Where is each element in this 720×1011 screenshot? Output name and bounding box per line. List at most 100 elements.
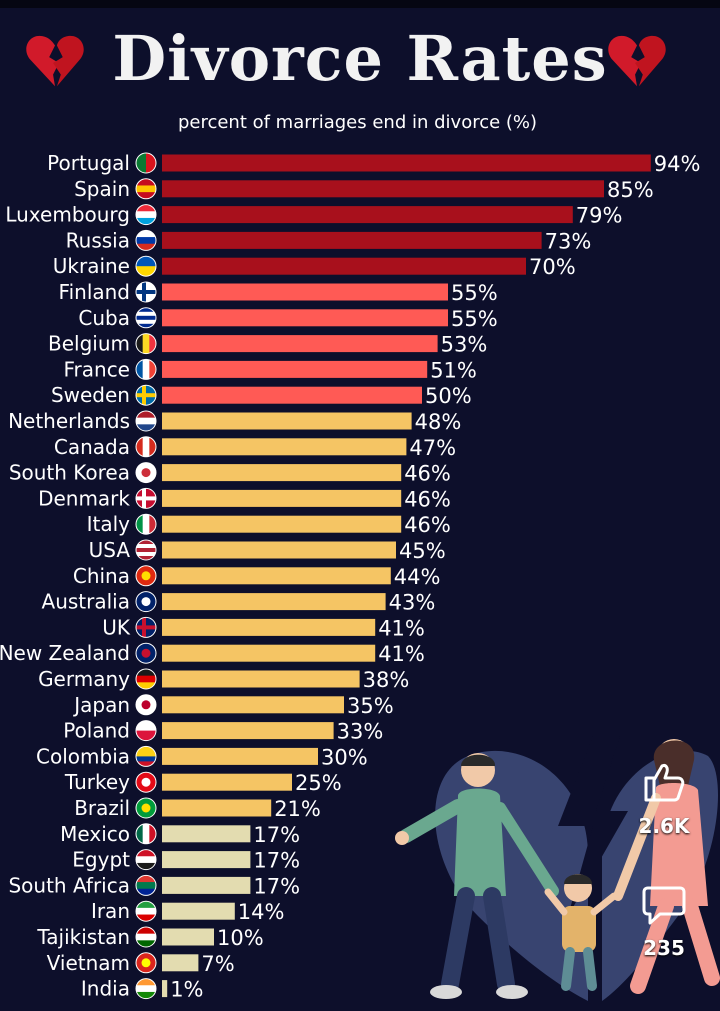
bar-russia (162, 231, 542, 249)
top-strip (0, 0, 720, 8)
category-label-sweden: Sweden (51, 383, 130, 407)
value-label-france: 51% (430, 358, 477, 382)
value-label-germany: 38% (363, 668, 410, 692)
category-label-australia: Australia (42, 590, 130, 614)
thumbs-up-icon (644, 764, 685, 802)
flag-australia-icon (136, 591, 156, 612)
flag-ukraine-icon-border (135, 255, 157, 277)
comment-action[interactable]: 235 (629, 880, 699, 960)
flag-turkey-icon-border (135, 771, 157, 793)
flag-tajikistan-icon (136, 927, 156, 947)
flag-canada-icon (136, 436, 156, 457)
chart-title: Divorce Rates (112, 22, 608, 95)
value-label-japan: 35% (347, 694, 394, 718)
bar-brazil (162, 799, 272, 817)
flag-germany-icon (136, 669, 156, 689)
category-label-spain: Spain (74, 177, 130, 201)
category-label-mexico: Mexico (60, 822, 130, 846)
bar-new-zealand (162, 644, 376, 662)
value-label-new-zealand: 41% (378, 642, 425, 666)
flag-japan-icon (136, 694, 156, 715)
value-label-poland: 33% (337, 720, 384, 744)
value-label-belgium: 53% (441, 333, 488, 357)
category-label-portugal: Portugal (47, 151, 130, 175)
flag-colombia-icon-border (135, 745, 157, 767)
bar-poland (162, 722, 334, 740)
flag-new-zealand-icon (136, 643, 156, 664)
flag-sweden-icon (136, 385, 156, 406)
flag-south-africa-icon-border (135, 874, 157, 896)
flag-south-korea-icon (136, 462, 156, 483)
flag-south-korea-icon-border (135, 462, 157, 484)
category-label-colombia: Colombia (36, 744, 130, 768)
bar-egypt (162, 851, 251, 869)
broken-heart-icon (608, 35, 666, 87)
bar-sweden (162, 386, 422, 404)
flag-china-icon (136, 565, 156, 586)
flag-ukraine-icon (136, 256, 156, 277)
category-label-luxembourg: Luxembourg (5, 203, 130, 227)
flag-belgium-icon (136, 333, 156, 354)
category-label-france: France (63, 357, 130, 381)
bar-portugal (162, 154, 651, 172)
bar-canada (162, 438, 407, 456)
flag-cuba-icon (136, 307, 156, 328)
flag-spain-icon-border (135, 178, 157, 200)
category-label-cuba: Cuba (78, 306, 130, 330)
bar-south-africa (162, 876, 251, 894)
flag-uk-icon-border (135, 616, 157, 638)
flag-russia-icon (136, 230, 156, 251)
category-label-japan: Japan (72, 693, 130, 717)
value-label-egypt: 17% (253, 849, 300, 873)
flag-mexico-icon (136, 823, 156, 844)
category-label-tajikistan: Tajikistan (36, 925, 130, 949)
flag-portugal-icon-border (135, 152, 157, 174)
category-label-brazil: Brazil (74, 796, 130, 820)
flag-iran-icon-border (135, 900, 157, 922)
category-label-south-africa: South Africa (8, 873, 130, 897)
category-label-finland: Finland (59, 280, 130, 304)
bar-denmark (162, 489, 402, 507)
category-label-vietnam: Vietnam (47, 951, 130, 975)
bar-turkey (162, 773, 292, 791)
value-label-brazil: 21% (274, 797, 321, 821)
flag-denmark-icon-border (135, 487, 157, 509)
value-label-india: 1% (170, 978, 203, 1002)
category-label-uk: UK (102, 615, 131, 639)
flag-france-icon-border (135, 358, 157, 380)
flag-france-icon (136, 359, 156, 380)
value-label-south-korea: 46% (404, 462, 451, 486)
bar-luxembourg (162, 206, 573, 224)
value-label-finland: 55% (451, 281, 498, 305)
value-label-netherlands: 48% (415, 410, 462, 434)
flag-finland-icon-border (135, 281, 157, 303)
value-label-turkey: 25% (295, 771, 342, 795)
category-label-egypt: Egypt (72, 848, 130, 872)
like-action[interactable]: 2.6K (629, 758, 699, 838)
bar-australia (162, 593, 386, 611)
flag-iran-icon (136, 901, 156, 922)
flag-south-africa-icon (136, 875, 156, 896)
comment-count: 235 (643, 936, 685, 960)
flag-spain-icon (136, 178, 156, 199)
category-label-new-zealand: New Zealand (0, 641, 130, 665)
bar-france (162, 360, 428, 378)
flag-uk-icon (136, 617, 156, 638)
bar-iran (162, 902, 235, 920)
value-label-cuba: 55% (451, 307, 498, 331)
broken-heart-icon (26, 35, 84, 87)
category-label-iran: Iran (91, 899, 130, 923)
category-label-russia: Russia (66, 228, 130, 252)
category-label-ukraine: Ukraine (53, 254, 130, 278)
flag-netherlands-icon (136, 411, 156, 431)
flag-egypt-icon-border (135, 849, 157, 871)
category-label-canada: Canada (54, 435, 130, 459)
bar-mexico (162, 825, 251, 843)
bar-italy (162, 515, 402, 533)
flag-india-icon-border (135, 978, 157, 1000)
category-label-germany: Germany (38, 667, 130, 691)
bar-tajikistan (162, 928, 214, 946)
category-label-netherlands: Netherlands (8, 409, 130, 433)
flag-russia-icon-border (135, 229, 157, 251)
